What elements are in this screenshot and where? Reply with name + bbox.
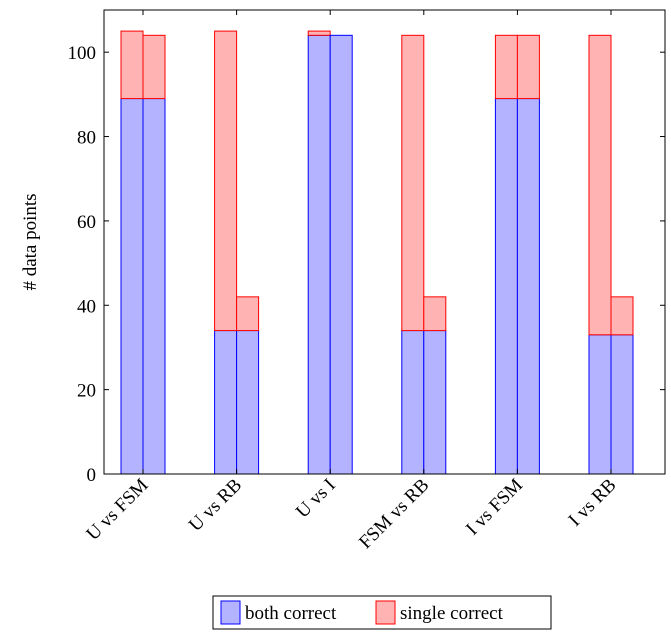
x-tick-label-u-vs-rb: U vs RB	[185, 475, 246, 536]
legend-swatch-single-correct	[375, 600, 396, 625]
bar-segment-both-correct-i-vs-rb-1	[588, 334, 612, 475]
x-tick-label-i-vs-fsm: I vs FSM	[462, 475, 527, 540]
y-tick-label-0: 0	[87, 465, 97, 486]
bar-segment-single-correct-i-vs-fsm-1	[494, 34, 518, 100]
y-tick-label-100: 100	[68, 43, 97, 64]
bar-segment-single-correct-u-vs-rb-2	[236, 296, 260, 332]
bars-group	[120, 30, 634, 475]
bar-segment-single-correct-u-vs-fsm-1	[120, 30, 144, 100]
legend: both correct single correct	[212, 595, 552, 630]
plot-frame	[103, 9, 666, 475]
legend-label-both-correct: both correct	[245, 603, 337, 624]
bar-segment-both-correct-i-vs-fsm-2	[516, 98, 540, 475]
bar-segment-both-correct-u-vs-rb-2	[236, 330, 260, 475]
bar-segment-single-correct-u-vs-i-1	[307, 30, 331, 36]
y-tick-label-20: 20	[77, 381, 96, 402]
y-tick-label-80: 80	[77, 128, 96, 149]
legend-label-single-correct: single correct	[400, 603, 504, 624]
y-tick-label-60: 60	[77, 212, 96, 233]
bar-segment-both-correct-u-vs-i-1	[307, 34, 331, 475]
y-tick-label-40: 40	[77, 296, 96, 317]
bar-segment-single-correct-i-vs-rb-1	[588, 34, 612, 336]
bar-segment-both-correct-u-vs-fsm-1	[120, 98, 144, 475]
x-tick-label-fsm-vs-rb: FSM vs RB	[355, 475, 433, 553]
x-tick-label-u-vs-i: U vs I	[292, 475, 340, 523]
legend-swatch-both-correct	[220, 600, 241, 625]
bar-segment-both-correct-i-vs-fsm-1	[494, 98, 518, 475]
bar-segment-both-correct-fsm-vs-rb-2	[423, 330, 447, 475]
bar-segment-single-correct-i-vs-fsm-2	[516, 34, 540, 100]
bar-segment-single-correct-u-vs-rb-1	[214, 30, 238, 332]
bar-segment-both-correct-u-vs-i-2	[329, 34, 353, 475]
bar-segment-single-correct-i-vs-rb-2	[610, 296, 634, 336]
y-axis-label: # data points	[20, 193, 41, 290]
bar-segment-both-correct-u-vs-fsm-2	[142, 98, 166, 475]
y-axis: 0 20 40 60 80 100	[68, 43, 665, 486]
bar-segment-single-correct-fsm-vs-rb-1	[401, 34, 425, 332]
bar-segment-both-correct-i-vs-rb-2	[610, 334, 634, 475]
x-tick-label-i-vs-rb: I vs RB	[565, 475, 621, 531]
bar-segment-both-correct-fsm-vs-rb-1	[401, 330, 425, 475]
bar-segment-single-correct-u-vs-fsm-2	[142, 34, 166, 100]
bar-segment-both-correct-u-vs-rb-1	[214, 330, 238, 475]
bar-segment-single-correct-fsm-vs-rb-2	[423, 296, 447, 332]
